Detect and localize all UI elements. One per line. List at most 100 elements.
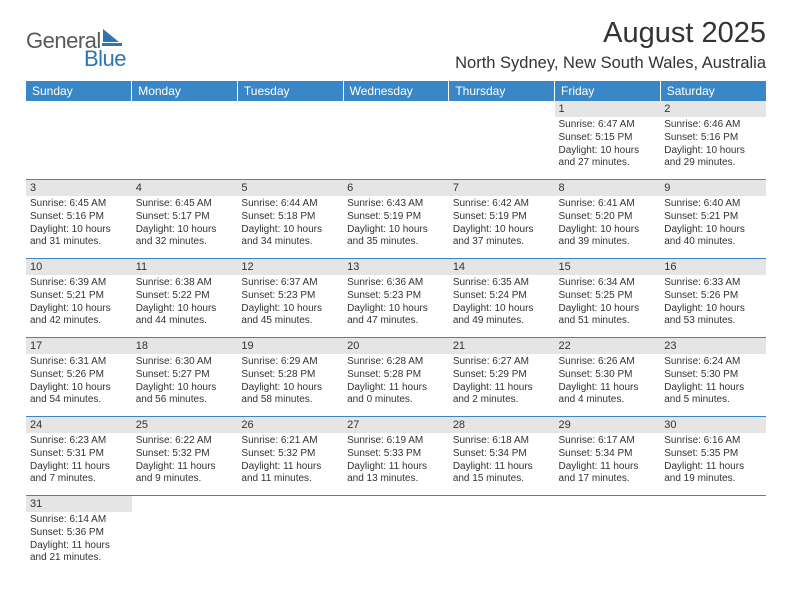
dl2-text: and 53 minutes. bbox=[664, 315, 762, 328]
calendar-cell: 12Sunrise: 6:37 AMSunset: 5:23 PMDayligh… bbox=[237, 258, 343, 337]
sunset-text: Sunset: 5:28 PM bbox=[241, 369, 339, 382]
calendar-cell: 20Sunrise: 6:28 AMSunset: 5:28 PMDayligh… bbox=[343, 337, 449, 416]
day-number: 27 bbox=[343, 417, 449, 433]
day-number: 3 bbox=[26, 180, 132, 196]
dl1-text: Daylight: 10 hours bbox=[136, 382, 234, 395]
sunrise-text: Sunrise: 6:34 AM bbox=[559, 277, 657, 290]
dl2-text: and 54 minutes. bbox=[30, 394, 128, 407]
day-number: 5 bbox=[237, 180, 343, 196]
calendar-row: 3Sunrise: 6:45 AMSunset: 5:16 PMDaylight… bbox=[26, 179, 766, 258]
calendar-cell bbox=[132, 101, 238, 180]
day-number: 21 bbox=[449, 338, 555, 354]
dl1-text: Daylight: 10 hours bbox=[136, 224, 234, 237]
calendar-cell bbox=[555, 495, 661, 574]
dl1-text: Daylight: 10 hours bbox=[241, 382, 339, 395]
day-number: 8 bbox=[555, 180, 661, 196]
dl2-text: and 40 minutes. bbox=[664, 236, 762, 249]
dl1-text: Daylight: 11 hours bbox=[664, 461, 762, 474]
day-number: 24 bbox=[26, 417, 132, 433]
day-number: 16 bbox=[660, 259, 766, 275]
dl1-text: Daylight: 10 hours bbox=[347, 303, 445, 316]
calendar-cell: 8Sunrise: 6:41 AMSunset: 5:20 PMDaylight… bbox=[555, 179, 661, 258]
day-number: 12 bbox=[237, 259, 343, 275]
day-number: 25 bbox=[132, 417, 238, 433]
dl1-text: Daylight: 10 hours bbox=[30, 224, 128, 237]
calendar-cell: 6Sunrise: 6:43 AMSunset: 5:19 PMDaylight… bbox=[343, 179, 449, 258]
calendar-cell: 23Sunrise: 6:24 AMSunset: 5:30 PMDayligh… bbox=[660, 337, 766, 416]
calendar-cell: 22Sunrise: 6:26 AMSunset: 5:30 PMDayligh… bbox=[555, 337, 661, 416]
calendar-cell: 30Sunrise: 6:16 AMSunset: 5:35 PMDayligh… bbox=[660, 416, 766, 495]
sunrise-text: Sunrise: 6:14 AM bbox=[30, 514, 128, 527]
calendar-table: Sunday Monday Tuesday Wednesday Thursday… bbox=[26, 81, 766, 574]
dl2-text: and 32 minutes. bbox=[136, 236, 234, 249]
day-number: 29 bbox=[555, 417, 661, 433]
calendar-cell: 10Sunrise: 6:39 AMSunset: 5:21 PMDayligh… bbox=[26, 258, 132, 337]
sunset-text: Sunset: 5:32 PM bbox=[136, 448, 234, 461]
sunrise-text: Sunrise: 6:35 AM bbox=[453, 277, 551, 290]
day-number: 11 bbox=[132, 259, 238, 275]
sunset-text: Sunset: 5:16 PM bbox=[30, 211, 128, 224]
sunrise-text: Sunrise: 6:23 AM bbox=[30, 435, 128, 448]
dl1-text: Daylight: 10 hours bbox=[664, 303, 762, 316]
sunset-text: Sunset: 5:15 PM bbox=[559, 132, 657, 145]
sunset-text: Sunset: 5:33 PM bbox=[347, 448, 445, 461]
location-text: North Sydney, New South Wales, Australia bbox=[455, 54, 766, 73]
sunset-text: Sunset: 5:34 PM bbox=[559, 448, 657, 461]
sunset-text: Sunset: 5:28 PM bbox=[347, 369, 445, 382]
calendar-cell bbox=[26, 101, 132, 180]
dl2-text: and 37 minutes. bbox=[453, 236, 551, 249]
dl2-text: and 7 minutes. bbox=[30, 473, 128, 486]
calendar-cell bbox=[449, 101, 555, 180]
sunrise-text: Sunrise: 6:47 AM bbox=[559, 119, 657, 132]
calendar-cell: 7Sunrise: 6:42 AMSunset: 5:19 PMDaylight… bbox=[449, 179, 555, 258]
calendar-cell: 14Sunrise: 6:35 AMSunset: 5:24 PMDayligh… bbox=[449, 258, 555, 337]
weekday-header: Thursday bbox=[449, 81, 555, 101]
day-number: 18 bbox=[132, 338, 238, 354]
weekday-header: Monday bbox=[132, 81, 238, 101]
day-number: 20 bbox=[343, 338, 449, 354]
dl2-text: and 34 minutes. bbox=[241, 236, 339, 249]
sunrise-text: Sunrise: 6:18 AM bbox=[453, 435, 551, 448]
sunset-text: Sunset: 5:16 PM bbox=[664, 132, 762, 145]
calendar-row: 10Sunrise: 6:39 AMSunset: 5:21 PMDayligh… bbox=[26, 258, 766, 337]
sunset-text: Sunset: 5:29 PM bbox=[453, 369, 551, 382]
dl1-text: Daylight: 10 hours bbox=[241, 303, 339, 316]
dl1-text: Daylight: 11 hours bbox=[559, 382, 657, 395]
dl1-text: Daylight: 11 hours bbox=[664, 382, 762, 395]
sunset-text: Sunset: 5:26 PM bbox=[664, 290, 762, 303]
sunrise-text: Sunrise: 6:45 AM bbox=[136, 198, 234, 211]
dl2-text: and 42 minutes. bbox=[30, 315, 128, 328]
calendar-cell: 21Sunrise: 6:27 AMSunset: 5:29 PMDayligh… bbox=[449, 337, 555, 416]
sunrise-text: Sunrise: 6:28 AM bbox=[347, 356, 445, 369]
day-number: 15 bbox=[555, 259, 661, 275]
calendar-cell: 5Sunrise: 6:44 AMSunset: 5:18 PMDaylight… bbox=[237, 179, 343, 258]
sunset-text: Sunset: 5:21 PM bbox=[30, 290, 128, 303]
dl2-text: and 27 minutes. bbox=[559, 157, 657, 170]
calendar-cell: 4Sunrise: 6:45 AMSunset: 5:17 PMDaylight… bbox=[132, 179, 238, 258]
day-number: 4 bbox=[132, 180, 238, 196]
dl1-text: Daylight: 11 hours bbox=[559, 461, 657, 474]
calendar-cell: 15Sunrise: 6:34 AMSunset: 5:25 PMDayligh… bbox=[555, 258, 661, 337]
dl1-text: Daylight: 10 hours bbox=[559, 224, 657, 237]
dl1-text: Daylight: 11 hours bbox=[453, 461, 551, 474]
calendar-cell: 31Sunrise: 6:14 AMSunset: 5:36 PMDayligh… bbox=[26, 495, 132, 574]
calendar-cell: 1Sunrise: 6:47 AMSunset: 5:15 PMDaylight… bbox=[555, 101, 661, 180]
calendar-cell: 24Sunrise: 6:23 AMSunset: 5:31 PMDayligh… bbox=[26, 416, 132, 495]
dl1-text: Daylight: 10 hours bbox=[453, 303, 551, 316]
dl1-text: Daylight: 11 hours bbox=[136, 461, 234, 474]
sunrise-text: Sunrise: 6:19 AM bbox=[347, 435, 445, 448]
calendar-cell bbox=[343, 495, 449, 574]
sunset-text: Sunset: 5:19 PM bbox=[347, 211, 445, 224]
day-number: 14 bbox=[449, 259, 555, 275]
calendar-cell: 18Sunrise: 6:30 AMSunset: 5:27 PMDayligh… bbox=[132, 337, 238, 416]
sunrise-text: Sunrise: 6:41 AM bbox=[559, 198, 657, 211]
sunset-text: Sunset: 5:25 PM bbox=[559, 290, 657, 303]
sunset-text: Sunset: 5:18 PM bbox=[241, 211, 339, 224]
day-number: 28 bbox=[449, 417, 555, 433]
day-number: 2 bbox=[660, 101, 766, 117]
dl2-text: and 19 minutes. bbox=[664, 473, 762, 486]
dl1-text: Daylight: 10 hours bbox=[241, 224, 339, 237]
dl1-text: Daylight: 10 hours bbox=[453, 224, 551, 237]
dl2-text: and 44 minutes. bbox=[136, 315, 234, 328]
sunrise-text: Sunrise: 6:26 AM bbox=[559, 356, 657, 369]
